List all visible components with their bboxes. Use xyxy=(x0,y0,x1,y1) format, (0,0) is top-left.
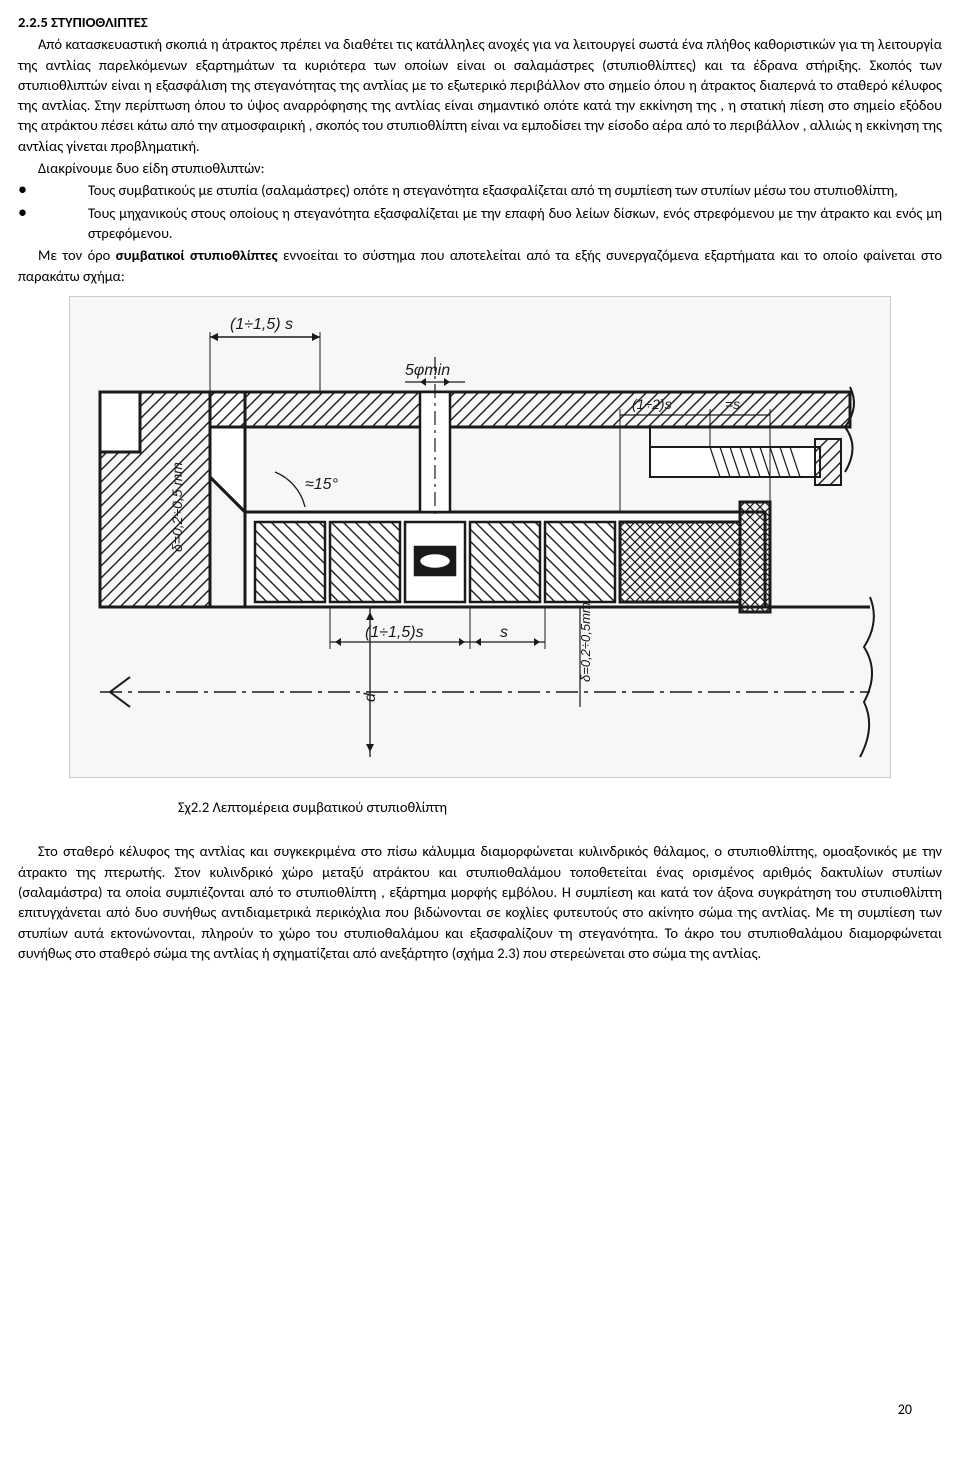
stuffing-box-diagram: (1÷1,5) s 5φmin ≈15° δ=0,2÷0,5 mm xyxy=(69,296,891,778)
text-run: Με τον όρο xyxy=(38,246,116,264)
figure-container: (1÷1,5) s 5φmin ≈15° δ=0,2÷0,5 mm xyxy=(18,296,942,783)
dim-angle: ≈15° xyxy=(305,476,339,493)
bullet-list: Τους συμβατικούς με στυπία (σαλαμάστρες)… xyxy=(18,180,942,243)
figure-caption: Σχ2.2 Λεπτομέρεια συμβατικού στυπιοθλίπτ… xyxy=(178,797,942,817)
paragraph-2: Διακρίνουμε δυο είδη στυπιοθλιπτών: xyxy=(18,158,942,178)
bullet-item-1: Τους συμβατικούς με στυπία (σαλαμάστρες)… xyxy=(18,180,942,200)
paragraph-3: Με τον όρο συμβατικοί στυπιοθλίπτες εννο… xyxy=(18,245,942,286)
dim-right-1: (1÷2)s xyxy=(632,396,672,412)
dim-right-2: =s xyxy=(725,396,740,412)
page: 2.2.5 ΣΤΥΠΙΟΘΛΙΠΤΕΣ Από κατασκευαστική σ… xyxy=(18,12,942,1432)
dim-bottom-2: s xyxy=(500,624,508,641)
section-heading: 2.2.5 ΣΤΥΠΙΟΘΛΙΠΤΕΣ xyxy=(18,12,942,32)
paragraph-4: Στο σταθερό κέλυφος της αντλίας και συγκ… xyxy=(18,841,942,963)
bold-term: συμβατικοί στυπιοθλίπτες xyxy=(116,246,278,264)
dim-hole: 5φmin xyxy=(405,362,450,379)
dim-bottom-1: (1÷1,5)s xyxy=(365,624,424,641)
dim-top-left: (1÷1,5) s xyxy=(230,316,293,333)
page-number: 20 xyxy=(898,1400,912,1420)
paragraph-1: Από κατασκευαστική σκοπιά η άτρακτος πρέ… xyxy=(18,34,942,156)
dim-delta-left: δ=0,2÷0,5 mm xyxy=(169,462,185,552)
bullet-item-2: Τους μηχανικούς στους οποίους η στεγανότ… xyxy=(18,203,942,244)
